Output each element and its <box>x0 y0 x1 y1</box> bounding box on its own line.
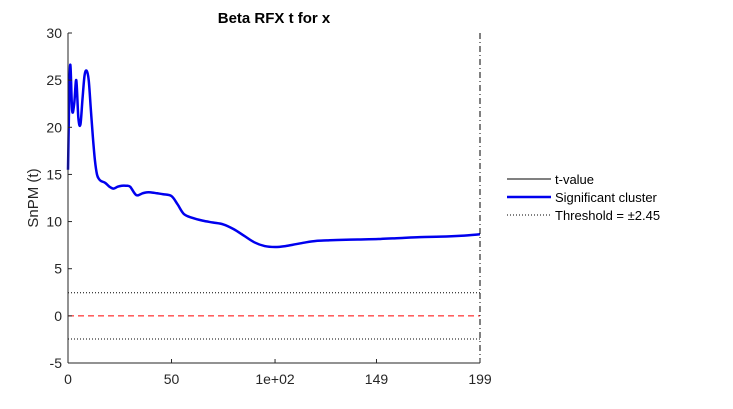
y-tick-label: 25 <box>46 72 62 88</box>
x-tick-label: 1e+02 <box>255 371 295 387</box>
x-tick-label: 0 <box>64 371 72 387</box>
legend-label: Threshold = ±2.45 <box>555 208 660 223</box>
y-tick-label: 30 <box>46 25 62 41</box>
legend-label: Significant cluster <box>555 190 658 205</box>
series-group <box>66 63 481 249</box>
legend: t-value Significant cluster Threshold = ±2… <box>507 172 660 223</box>
y-tick-label: 0 <box>54 308 62 324</box>
series-line-significant-cluster <box>66 63 481 249</box>
y-tick-label: 20 <box>46 119 62 135</box>
x-tick-label: 199 <box>468 371 492 387</box>
x-tick-label: 149 <box>365 371 389 387</box>
y-tick-label: 5 <box>54 261 62 277</box>
legend-label: t-value <box>555 172 594 187</box>
x-axis-ticks: 0 50 1e+02 149 199 <box>64 359 492 387</box>
y-tick-label: 10 <box>46 214 62 230</box>
chart-title: Beta RFX t for x <box>218 10 331 27</box>
axes <box>67 33 481 364</box>
y-axis-ticks: -5 0 5 10 15 20 25 30 <box>46 25 72 371</box>
y-tick-label: -5 <box>50 355 63 371</box>
y-tick-label: 15 <box>46 166 62 182</box>
y-axis-label: SnPM (t) <box>25 168 42 227</box>
x-tick-label: 50 <box>164 371 180 387</box>
